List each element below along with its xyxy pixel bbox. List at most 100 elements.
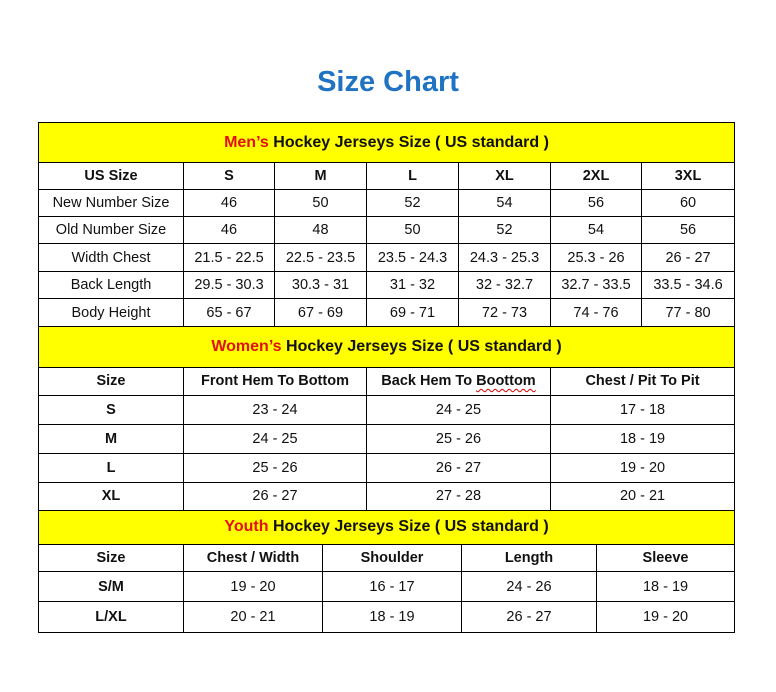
women-size-table: Women’s Hockey Jerseys Size ( US standar… (37, 327, 736, 511)
table-cell: 77 - 80 (640, 298, 736, 327)
table-cell: 18 - 19 (595, 571, 736, 602)
table-row: M 24 - 25 25 - 26 18 - 19 (38, 424, 736, 454)
table-cell: 25 - 26 (366, 424, 551, 454)
youth-header-row: Size Chest / Width Shoulder Length Sleeve (38, 544, 736, 572)
page-title: Size Chart (317, 66, 459, 98)
table-row: XL 26 - 27 27 - 28 20 - 21 (38, 482, 736, 511)
table-row: Old Number Size 46 48 50 52 54 56 (38, 216, 736, 244)
men-header-row: US Size S M L XL 2XL 3XL (38, 162, 736, 190)
row-label: M (38, 424, 184, 454)
table-cell: 46 (183, 216, 275, 244)
table-cell: 26 - 27 (183, 482, 367, 511)
row-label: Body Height (38, 298, 184, 327)
table-cell: 32 - 32.7 (458, 271, 551, 299)
table-row: S 23 - 24 24 - 25 17 - 18 (38, 395, 736, 425)
table-cell: 54 (550, 216, 642, 244)
table-cell: 56 (550, 189, 642, 217)
men-section-heading: Men’s Hockey Jerseys Size ( US standard … (37, 122, 736, 163)
row-label: L (38, 453, 184, 483)
row-label: Old Number Size (38, 216, 184, 244)
table-cell: 33.5 - 34.6 (640, 271, 736, 299)
column-header: US Size (38, 162, 184, 190)
column-header: Chest / Width (183, 544, 323, 572)
table-cell: 19 - 20 (595, 601, 736, 633)
table-cell: 54 (458, 189, 551, 217)
column-header: L (366, 162, 459, 190)
table-cell: 65 - 67 (183, 298, 275, 327)
row-label: XL (38, 482, 184, 511)
youth-size-table: Youth Hockey Jerseys Size ( US standard … (37, 510, 736, 633)
column-header: Size (38, 367, 184, 396)
table-cell: 24 - 25 (183, 424, 367, 454)
women-header-row: Size Front Hem To Bottom Back Hem To Boott… (38, 367, 736, 396)
column-header: Size (38, 544, 184, 572)
table-cell: 30.3 - 31 (274, 271, 367, 299)
table-cell: 72 - 73 (458, 298, 551, 327)
table-cell: 48 (274, 216, 367, 244)
youth-heading-highlight: Youth (224, 518, 269, 536)
table-cell: 16 - 17 (322, 571, 462, 602)
table-cell: 19 - 20 (183, 571, 323, 602)
table-cell: 31 - 32 (366, 271, 459, 299)
table-cell: 52 (458, 216, 551, 244)
row-label: New Number Size (38, 189, 184, 217)
table-cell: 67 - 69 (274, 298, 367, 327)
row-label: S/M (38, 571, 184, 602)
table-cell: 18 - 19 (322, 601, 462, 633)
table-cell: 23.5 - 24.3 (366, 243, 459, 272)
table-cell: 26 - 27 (461, 601, 597, 633)
table-cell: 24 - 25 (366, 395, 551, 425)
table-row: S/M 19 - 20 16 - 17 24 - 26 18 - 19 (38, 571, 736, 602)
table-cell: 17 - 18 (549, 395, 736, 425)
table-cell: 25 - 26 (183, 453, 367, 483)
men-heading-text: Hockey Jerseys Size ( US standard ) (268, 133, 549, 151)
table-cell: 20 - 21 (183, 601, 323, 633)
table-cell: 56 (640, 216, 736, 244)
youth-section-heading: Youth Hockey Jerseys Size ( US standard … (37, 510, 736, 545)
column-header: Length (461, 544, 597, 572)
table-cell: 60 (640, 189, 736, 217)
table-row: Width Chest 21.5 - 22.5 22.5 - 23.5 23.5 - … (38, 243, 736, 272)
table-cell: 26 - 27 (366, 453, 551, 483)
men-heading-highlight: Men’s (224, 133, 269, 151)
women-heading-highlight: Women’s (211, 337, 282, 355)
table-cell: 26 - 27 (640, 243, 736, 272)
table-cell: 24.3 - 25.3 (458, 243, 551, 272)
row-label: L/XL (38, 601, 184, 633)
size-chart: Men’s Hockey Jerseys Size ( US standard … (37, 122, 736, 633)
column-header: Back Hem To Boottom (366, 367, 551, 396)
table-cell: 18 - 19 (549, 424, 736, 454)
column-header: S (183, 162, 275, 190)
table-cell: 69 - 71 (366, 298, 459, 327)
table-cell: 24 - 26 (461, 571, 597, 602)
row-label: S (38, 395, 184, 425)
table-cell: 23 - 24 (183, 395, 367, 425)
men-size-table: Men’s Hockey Jerseys Size ( US standard … (37, 122, 736, 327)
table-row: Body Height 65 - 67 67 - 69 69 - 71 72 - 73 7… (38, 298, 736, 327)
column-header: 3XL (640, 162, 736, 190)
table-cell: 22.5 - 23.5 (274, 243, 367, 272)
women-heading-text: Hockey Jerseys Size ( US standard ) (281, 337, 562, 355)
column-header: Front Hem To Bottom (183, 367, 367, 396)
column-header: Chest / Pit To Pit (549, 367, 736, 396)
row-label: Width Chest (38, 243, 184, 272)
table-cell: 32.7 - 33.5 (550, 271, 642, 299)
table-cell: 50 (274, 189, 367, 217)
table-cell: 20 - 21 (549, 482, 736, 511)
table-row: New Number Size 46 50 52 54 56 60 (38, 189, 736, 217)
column-header: Shoulder (322, 544, 462, 572)
column-header: XL (458, 162, 551, 190)
table-cell: 50 (366, 216, 459, 244)
table-cell: 19 - 20 (549, 453, 736, 483)
table-cell: 27 - 28 (366, 482, 551, 511)
table-row: L/XL 20 - 21 18 - 19 26 - 27 19 - 20 (38, 601, 736, 633)
women-section-heading: Women’s Hockey Jerseys Size ( US standar… (37, 327, 736, 368)
table-row: L 25 - 26 26 - 27 19 - 20 (38, 453, 736, 483)
table-cell: 74 - 76 (550, 298, 642, 327)
table-cell: 52 (366, 189, 459, 217)
table-row: Back Length 29.5 - 30.3 30.3 - 31 31 - 32 32… (38, 271, 736, 299)
table-cell: 21.5 - 22.5 (183, 243, 275, 272)
column-header: M (274, 162, 367, 190)
table-cell: 29.5 - 30.3 (183, 271, 275, 299)
column-header: 2XL (550, 162, 642, 190)
